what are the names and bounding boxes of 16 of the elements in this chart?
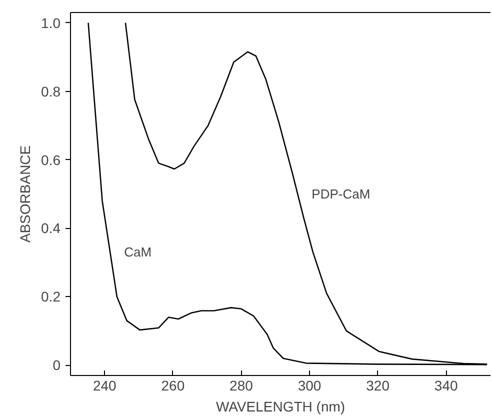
x-tick-label: 260 <box>161 378 185 394</box>
y-tick-label: 0.8 <box>41 83 61 100</box>
y-tick-label: 0.2 <box>41 288 61 305</box>
x-tick-label: 320 <box>366 378 390 394</box>
y-tick-label: 0 <box>52 357 61 374</box>
series-label: CaM <box>124 244 152 260</box>
y-tick-label: 1.0 <box>41 14 61 31</box>
y-tick-label: 0.6 <box>41 152 61 168</box>
series-label: PDP-CaM <box>312 186 370 202</box>
x-tick-label: 280 <box>230 378 254 394</box>
x-tick-label: 300 <box>298 378 322 394</box>
y-axis-title: ABSORBANCE <box>17 145 34 243</box>
x-tick-label: 340 <box>434 378 458 394</box>
x-axis-title: WAVELENGTH (nm) <box>216 398 346 414</box>
y-tick-label: 0.4 <box>41 220 61 236</box>
x-tick-label: 240 <box>92 378 117 394</box>
